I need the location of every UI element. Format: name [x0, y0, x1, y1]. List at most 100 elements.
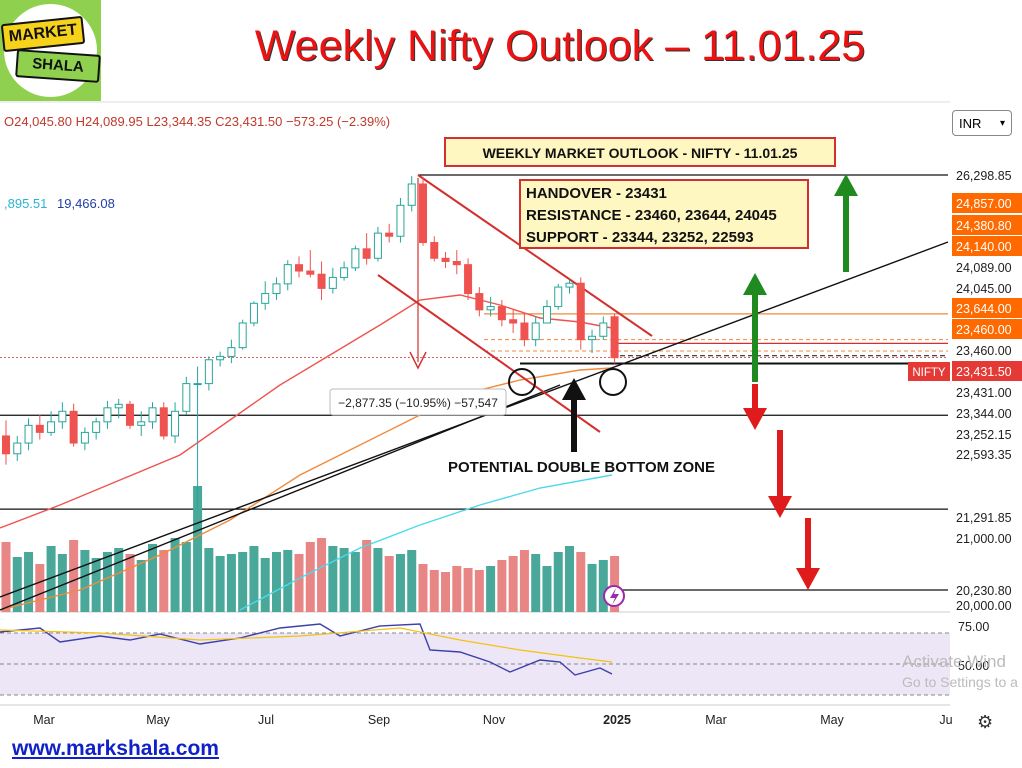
up-arrow-black-icon-head [562, 378, 586, 400]
candle-body [441, 257, 450, 262]
support-text: SUPPORT - 23344, 23252, 22593 [526, 229, 754, 246]
double-bottom-circle-left [508, 368, 536, 396]
candle [554, 283, 563, 310]
candle-body [261, 293, 270, 304]
price-label: 20,230.80 [956, 584, 1012, 598]
candle [407, 176, 416, 212]
candle-body [531, 322, 540, 341]
volume-bar [57, 554, 67, 612]
currency-select[interactable]: INR ▾ [952, 110, 1012, 136]
outlook-box-text: WEEKLY MARKET OUTLOOK - NIFTY - 11.01.25 [483, 145, 798, 161]
volume-bar [395, 554, 405, 612]
candle [125, 400, 134, 429]
price-label: 23,460.00 [956, 323, 1012, 337]
volume-bar [271, 552, 281, 612]
candle-body [385, 232, 394, 237]
currency-label: INR [959, 116, 982, 131]
ma-value-2: 19,466.08 [57, 196, 115, 211]
candle-body [249, 302, 258, 324]
candle [418, 176, 427, 246]
candle-body [418, 183, 427, 244]
candle-body [565, 282, 574, 288]
volume-bar [1, 542, 11, 612]
candle [328, 267, 337, 294]
x-tick-label: Jul [258, 713, 274, 727]
candle [182, 376, 191, 415]
handover-text: HANDOVER - 23431 [526, 185, 667, 202]
gear-icon[interactable]: ⚙ [977, 712, 994, 732]
website-link[interactable]: www.markshala.com [12, 737, 219, 760]
candle [531, 316, 540, 347]
candle-body [452, 260, 461, 266]
volume-bar [125, 554, 135, 612]
candle-body [216, 355, 225, 361]
candle-body [520, 322, 529, 341]
volume-bar [429, 570, 439, 612]
levels-box [519, 179, 809, 249]
volume-bar [294, 554, 304, 612]
volume-bar [102, 552, 112, 612]
candle-body [542, 306, 551, 324]
ma-value-1: ,895.51 [4, 196, 48, 211]
price-label: 23,431.50 [956, 365, 1012, 379]
double-bottom-text: POTENTIAL DOUBLE BOTTOM ZONE [448, 459, 715, 476]
candle [576, 277, 585, 350]
volume-bar [362, 540, 372, 612]
price-label-bg [952, 298, 1022, 318]
candle-body [317, 273, 326, 289]
outlook-box [444, 137, 836, 167]
candle [137, 411, 146, 436]
candle [204, 356, 213, 391]
candle [2, 420, 10, 465]
candle [351, 245, 360, 272]
candle [80, 427, 89, 451]
volume-bar [474, 570, 484, 612]
candle-body [407, 183, 416, 206]
volume-bar [576, 552, 586, 612]
measure-text: −2,877.35 (−10.95%) −57,547 [338, 396, 498, 410]
candle [588, 329, 597, 354]
candle-body [588, 335, 597, 341]
candle-body [80, 431, 89, 444]
volume-bar [339, 548, 349, 612]
price-label: 24,089.00 [956, 261, 1012, 275]
candle-body [283, 264, 292, 285]
volume-bar [384, 556, 394, 612]
volume-bar [441, 572, 451, 612]
volume-bar [610, 556, 620, 612]
volume-bar [226, 554, 236, 612]
volume-bar [170, 538, 180, 612]
candle-body [576, 282, 585, 341]
candle [610, 313, 619, 364]
x-tick-label: Mar [33, 713, 55, 727]
candle [599, 316, 608, 340]
ohlc-low: L23,344.35 [146, 114, 212, 129]
volume-bar [452, 566, 462, 612]
price-label: 20,000.00 [956, 599, 1012, 613]
activation-watermark: Activate Wind Go to Settings to a [902, 652, 1018, 690]
candle-body [137, 421, 146, 426]
candle [227, 339, 236, 364]
volume-bar [181, 542, 191, 612]
candle-body [47, 421, 56, 433]
candle-body [2, 435, 10, 455]
down-arrow-2-icon-head [768, 496, 792, 518]
channel-lower [377, 274, 601, 433]
candle [441, 251, 450, 268]
volume-bar [204, 548, 214, 612]
candle-body [475, 293, 484, 311]
price-label-bg [952, 361, 1022, 381]
candle-body [92, 421, 101, 433]
volume-bar [12, 557, 22, 612]
candle-body [396, 204, 405, 237]
ohlc-high: H24,089.95 [75, 114, 143, 129]
candle [272, 277, 281, 301]
candle [452, 250, 461, 275]
volume-bar [598, 560, 608, 612]
candle [430, 236, 439, 262]
candle-body [148, 407, 157, 423]
volume-bar [508, 556, 518, 612]
x-tick-label: Sep [368, 713, 390, 727]
down-arrow-3-icon-head [796, 568, 820, 590]
measure-arrow-icon [409, 351, 427, 370]
